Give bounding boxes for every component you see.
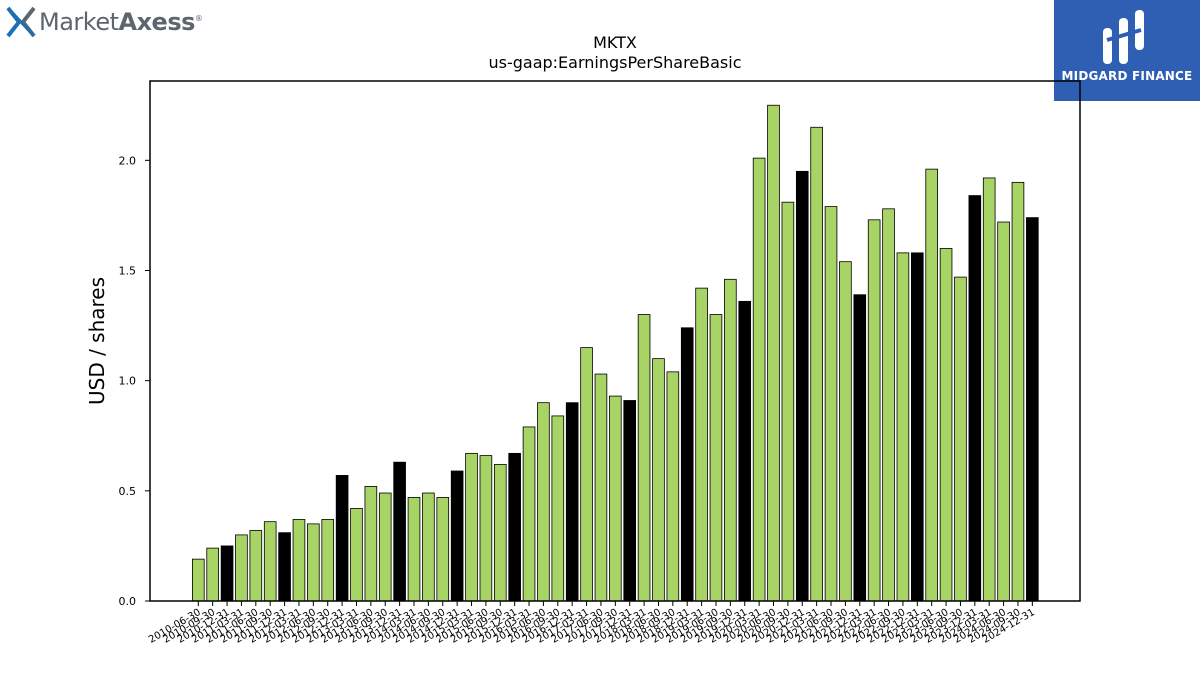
midgard-emblem-icon [1103,10,1144,64]
bar-2018-09-30 [666,371,680,602]
bar-2024-12-31 [1026,217,1039,602]
bar-2018-03-31 [637,314,651,602]
bar-2024-03-31 [982,177,996,602]
bar-2022-12-31 [911,252,924,602]
bar-2016-03-31 [522,426,536,602]
plot-frame [149,80,1081,602]
marketaxess-wordmark: MarketAxess® [39,8,203,36]
bar-2022-03-31 [867,219,881,602]
bar-2014-12-31 [450,470,464,602]
bar-2013-03-31 [350,508,363,602]
bar-2020-03-31 [752,157,766,602]
bar-2014-09-30 [436,497,450,602]
bar-2020-09-30 [781,201,795,602]
bar-2011-03-31 [235,534,248,602]
chart-subtitle: us-gaap:EarningsPerShareBasic [488,53,741,72]
bar-2022-06-30 [882,208,895,602]
bar-2021-06-30 [824,206,838,602]
bar-2014-06-30 [422,492,435,602]
bar-2016-12-31 [565,402,579,602]
bar-2014-03-31 [407,497,421,602]
bar-2012-09-30 [321,519,335,602]
bar-2013-09-30 [378,492,392,602]
chart-title: MKTX [593,33,637,52]
marketaxess-x-icon [6,6,36,38]
bar-2011-06-30 [249,530,263,602]
y-tick-label: 1.0 [119,375,137,388]
bar-2015-09-30 [493,463,507,602]
y-axis: 0.0 0.5 1.0 1.5 2.0 [119,154,150,608]
bar-2010-06-30 [191,558,205,602]
bar-2017-03-31 [580,347,593,602]
y-tick-label: 0.0 [119,595,137,608]
y-axis-label: USD / shares [85,277,109,405]
bar-2012-06-30 [307,523,320,602]
bar-2017-12-31 [623,400,636,602]
bar-2023-12-31 [968,195,982,602]
bar-2015-03-31 [465,452,478,602]
x-axis: 2010-06-302010-09-302010-12-312011-03-31… [147,601,1037,646]
bar-2017-06-30 [594,373,608,602]
bar-2019-09-30 [724,278,737,602]
bar-2018-06-30 [652,358,665,602]
midgard-finance-name: MIDGARD FINANCE [1061,69,1193,83]
bar-2021-09-30 [839,261,852,602]
bar-2023-09-30 [954,276,967,602]
bar-2020-12-31 [795,170,809,602]
bar-2011-12-31 [278,532,291,602]
bar-2016-09-30 [551,415,565,602]
bar-2021-03-31 [810,126,823,602]
bar-2019-12-31 [738,300,752,602]
bar-2016-06-30 [537,402,550,602]
bar-2024-06-30 [997,221,1010,602]
bar-2015-06-30 [479,455,493,602]
bar-2010-12-31 [220,545,234,602]
bars-group [191,104,1039,602]
bar-2019-03-31 [695,287,708,602]
bar-2018-12-31 [680,327,694,602]
bar-2019-06-30 [709,314,723,602]
y-tick-label: 0.5 [119,485,137,498]
bar-2013-12-31 [393,461,406,602]
bar-2013-06-30 [364,486,378,602]
y-tick-label: 1.5 [119,264,137,277]
bar-2012-03-31 [292,519,306,602]
bar-2020-06-30 [767,104,780,602]
bar-2024-09-30 [1011,181,1025,602]
bar-2011-09-30 [263,521,277,602]
bar-2017-09-30 [609,395,622,602]
bar-2021-12-31 [853,294,867,602]
bar-2015-12-31 [508,452,521,602]
y-tick-label: 2.0 [119,154,137,167]
bar-2023-06-30 [939,248,953,602]
marketaxess-logo: MarketAxess® [6,4,203,40]
bar-2010-09-30 [206,547,219,602]
midgard-finance-logo: MIDGARD FINANCE [1054,0,1200,101]
bar-2022-09-30 [896,252,910,602]
bar-2023-03-31 [925,168,938,602]
bar-2012-12-31 [335,475,349,602]
